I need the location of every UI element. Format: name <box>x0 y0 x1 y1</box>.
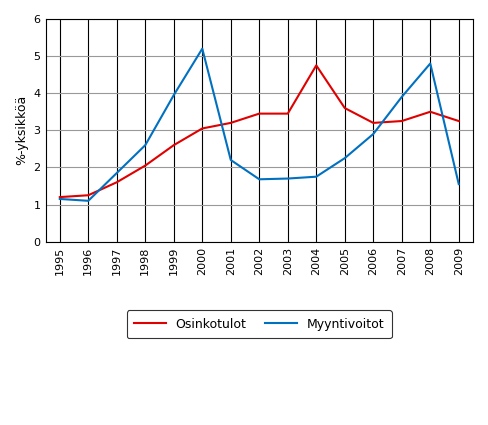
Osinkotulot <box>228 120 234 125</box>
Myyntivoitot <box>114 170 120 176</box>
Osinkotulot <box>427 109 433 114</box>
Myyntivoitot <box>313 174 319 179</box>
Myyntivoitot <box>399 94 405 99</box>
Osinkotulot <box>256 111 262 116</box>
Myyntivoitot <box>228 157 234 162</box>
Osinkotulot <box>57 195 63 200</box>
Myyntivoitot <box>370 131 376 136</box>
Osinkotulot <box>85 193 91 198</box>
Osinkotulot <box>200 126 205 131</box>
Osinkotulot <box>285 111 291 116</box>
Osinkotulot <box>399 119 405 124</box>
Line: Osinkotulot: Osinkotulot <box>60 65 459 197</box>
Myyntivoitot <box>342 156 347 161</box>
Myyntivoitot <box>171 93 177 98</box>
Osinkotulot <box>142 163 148 168</box>
Myyntivoitot <box>142 143 148 148</box>
Y-axis label: %-yksikköä: %-yksikköä <box>15 95 28 165</box>
Legend: Osinkotulot, Myyntivoitot: Osinkotulot, Myyntivoitot <box>127 310 392 338</box>
Myyntivoitot <box>285 176 291 181</box>
Myyntivoitot <box>427 61 433 66</box>
Myyntivoitot <box>85 198 91 203</box>
Osinkotulot <box>114 180 120 185</box>
Myyntivoitot <box>200 46 205 51</box>
Myyntivoitot <box>456 181 462 187</box>
Osinkotulot <box>342 105 347 111</box>
Osinkotulot <box>313 63 319 68</box>
Osinkotulot <box>456 119 462 124</box>
Osinkotulot <box>370 120 376 125</box>
Osinkotulot <box>171 143 177 148</box>
Myyntivoitot <box>256 177 262 182</box>
Line: Myyntivoitot: Myyntivoitot <box>60 49 459 201</box>
Myyntivoitot <box>57 196 63 201</box>
